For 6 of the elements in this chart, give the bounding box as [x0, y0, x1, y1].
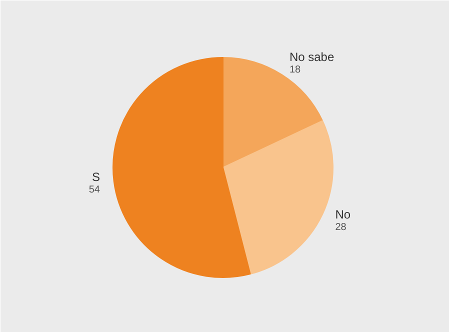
data-label: 28: [335, 222, 347, 233]
data-label: 18: [289, 64, 302, 76]
slice-label: S: [92, 170, 100, 184]
slice-label: No: [335, 207, 351, 222]
slice-label: No sabe: [289, 50, 334, 64]
data-label: 54: [88, 184, 100, 196]
